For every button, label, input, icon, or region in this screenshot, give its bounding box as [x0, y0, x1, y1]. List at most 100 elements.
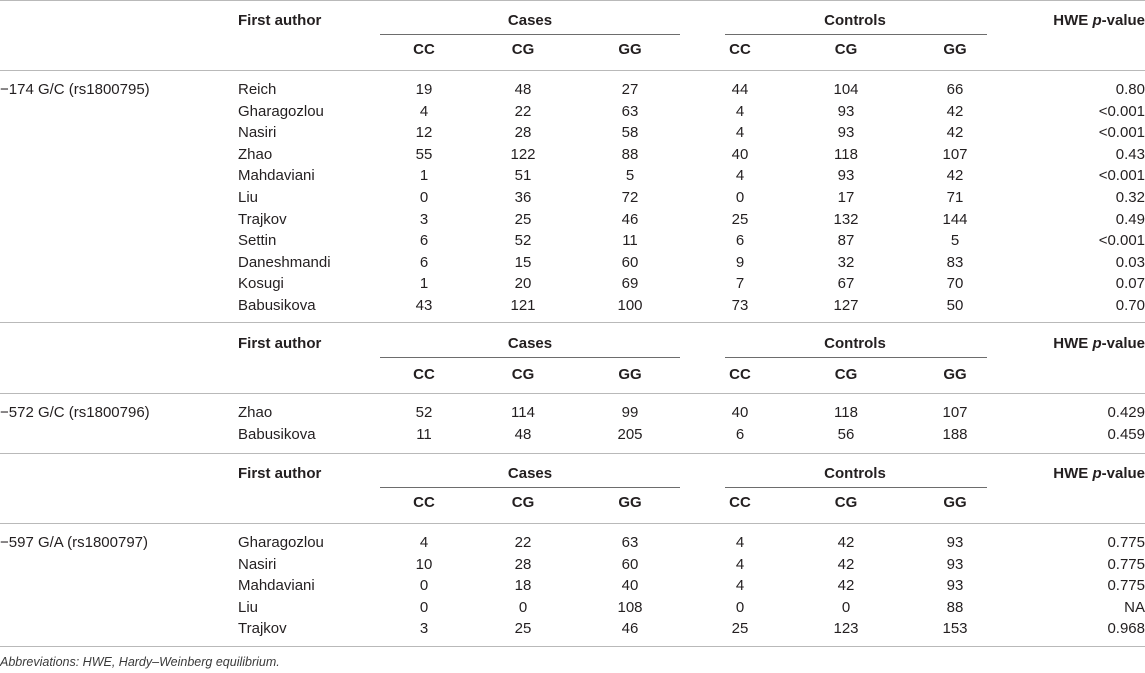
genotype-header: GG — [943, 366, 967, 383]
snp-label: −174 G/C (rs1800795) — [0, 81, 150, 98]
genotype-count: 42 — [946, 167, 964, 185]
genotype-count: 83 — [946, 253, 964, 271]
author-name: Settin — [238, 232, 277, 250]
genotype-count: 12 — [415, 124, 433, 142]
cases-underline — [380, 487, 680, 488]
genotype-count: 0 — [419, 577, 429, 595]
genotype-count: 9 — [735, 253, 745, 271]
genotype-count: 107 — [942, 145, 968, 163]
author-name: Babusikova — [238, 425, 316, 443]
author-name: Reich — [238, 81, 277, 98]
genotype-count: 118 — [834, 145, 858, 163]
genotype-header: GG — [618, 494, 642, 511]
column-header-cases: Cases — [507, 335, 553, 352]
genotype-count: 18 — [514, 577, 532, 595]
genotype-count: 51 — [514, 167, 532, 185]
genotype-count: 153 — [942, 620, 968, 638]
value-suffix: -value — [1101, 335, 1145, 352]
genotype-count: 7 — [735, 275, 745, 293]
genotype-header: GG — [943, 41, 967, 58]
genotype-count: 55 — [415, 145, 433, 163]
genotype-count: 4 — [419, 534, 429, 551]
divider-line — [0, 646, 1145, 647]
genotype-count: 122 — [510, 145, 536, 163]
genotype-count: 25 — [731, 620, 749, 638]
genotype-header: GG — [943, 494, 967, 511]
author-name: Nasiri — [238, 124, 277, 142]
author-name: Nasiri — [238, 555, 277, 573]
genotype-count: 4 — [735, 534, 745, 551]
genotype-count: 10 — [415, 555, 433, 573]
genotype-header: GG — [618, 366, 642, 383]
genotype-count: 0 — [841, 598, 851, 616]
genotype-count: 100 — [617, 297, 643, 314]
genotype-count: 6 — [419, 232, 429, 250]
controls-underline — [725, 34, 987, 35]
hwe-value: 0.459 — [1107, 425, 1145, 443]
genotype-count: 144 — [942, 210, 968, 228]
hwe-value: 0.775 — [1107, 534, 1145, 551]
genotype-count: 42 — [837, 534, 855, 551]
column-header-controls: Controls — [824, 12, 886, 29]
author-name: Mahdaviani — [238, 167, 315, 185]
author-name: Babusikova — [238, 297, 316, 314]
column-header-first-author: First author — [238, 335, 322, 352]
genotype-count: 3 — [419, 210, 429, 228]
genotype-count: 58 — [621, 124, 639, 142]
hwe-value: 0.49 — [1115, 210, 1145, 228]
cases-underline — [380, 34, 680, 35]
genotype-count: 99 — [621, 404, 639, 421]
author-name: Trajkov — [238, 210, 287, 228]
column-header-hwe-p-value: HWE p-value — [1005, 465, 1145, 482]
genotype-count: 25 — [514, 210, 532, 228]
genotype-count: 32 — [837, 253, 855, 271]
genotype-count: 114 — [511, 404, 535, 421]
genotype-count: 67 — [837, 275, 855, 293]
author-name: Trajkov — [238, 620, 287, 638]
genotype-count: 88 — [946, 598, 964, 616]
hwe-value: 0.429 — [1107, 404, 1145, 421]
genotype-count: 15 — [514, 253, 532, 271]
genotype-header: CC — [413, 41, 435, 58]
genotype-count: 20 — [514, 275, 532, 293]
genotype-count: 6 — [735, 425, 745, 443]
genotype-count: 42 — [946, 124, 964, 142]
column-header-first-author: First author — [238, 12, 322, 29]
genotype-count: 1 — [419, 275, 429, 293]
divider-line — [0, 393, 1145, 394]
genotype-count: 93 — [837, 102, 855, 120]
genotype-count: 93 — [837, 167, 855, 185]
genotype-count: 4 — [735, 102, 745, 120]
genotype-header: GG — [618, 41, 642, 58]
genotype-count: 42 — [837, 555, 855, 573]
genotype-count: 205 — [617, 425, 643, 443]
hwe-value: 0.775 — [1107, 577, 1145, 595]
genotype-count: 46 — [621, 620, 639, 638]
column-header-cases: Cases — [507, 12, 553, 29]
hwe-value: 0.968 — [1107, 620, 1145, 638]
genotype-count: 104 — [833, 81, 859, 98]
genotype-count: 52 — [514, 232, 532, 250]
genotype-count: 123 — [833, 620, 859, 638]
value-suffix: -value — [1101, 12, 1145, 29]
genotype-count: 25 — [731, 210, 749, 228]
genotype-count: 17 — [837, 189, 855, 206]
hwe-label: HWE — [1053, 465, 1093, 482]
column-header-hwe-p-value: HWE p-value — [1005, 335, 1145, 352]
genotype-count: 22 — [514, 534, 532, 551]
genotype-count: 43 — [415, 297, 433, 314]
genotype-count: 127 — [833, 297, 859, 314]
p-italic: p — [1092, 465, 1102, 482]
genotype-count: 28 — [514, 124, 532, 142]
genotype-count: 107 — [942, 404, 968, 421]
genotype-count: 63 — [621, 102, 639, 120]
genotype-count: 40 — [731, 404, 749, 421]
value-suffix: -value — [1101, 465, 1145, 482]
genotype-count: 60 — [621, 253, 639, 271]
genotype-count: 28 — [514, 555, 532, 573]
genotype-count: 6 — [419, 253, 429, 271]
hwe-value: 0.03 — [1115, 253, 1145, 271]
hwe-value: <0.001 — [1098, 167, 1145, 185]
genotype-count: 0 — [518, 598, 528, 616]
p-italic: p — [1092, 12, 1102, 29]
